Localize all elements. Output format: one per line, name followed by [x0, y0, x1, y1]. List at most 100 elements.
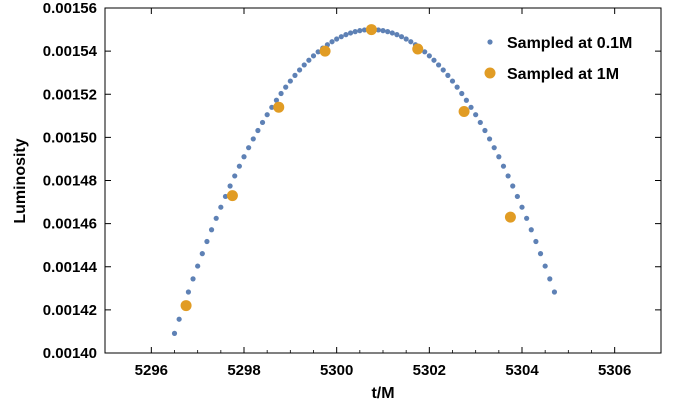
- legend-label-sampled-0.1m: Sampled at 0.1M: [507, 35, 632, 52]
- y-tick-label: 0.00154: [43, 43, 98, 60]
- x-tick-label: 5304: [505, 362, 539, 379]
- point-sampled-0.1m: [477, 119, 483, 126]
- point-sampled-0.1m: [524, 215, 530, 221]
- point-sampled-0.1m: [463, 97, 469, 103]
- point-sampled-1m: [458, 106, 470, 117]
- point-sampled-0.1m: [176, 316, 182, 322]
- point-sampled-0.1m: [408, 39, 414, 45]
- point-sampled-0.1m: [389, 30, 395, 36]
- point-sampled-1m: [365, 24, 377, 36]
- point-sampled-0.1m: [361, 27, 368, 33]
- x-tick-label: 5306: [598, 362, 631, 379]
- point-sampled-0.1m: [347, 30, 354, 36]
- y-tick-label: 0.00142: [43, 302, 97, 319]
- point-sampled-0.1m: [454, 84, 460, 90]
- point-sampled-0.1m: [232, 173, 238, 179]
- point-sampled-0.1m: [171, 330, 178, 336]
- point-sampled-0.1m: [385, 29, 391, 35]
- y-tick-label: 0.00152: [43, 86, 97, 103]
- legend: Sampled at 0.1M Sampled at 1M: [484, 35, 632, 83]
- point-sampled-1m: [504, 211, 516, 223]
- point-sampled-0.1m: [510, 183, 516, 189]
- point-sampled-0.1m: [278, 90, 284, 97]
- point-sampled-0.1m: [204, 238, 210, 245]
- point-sampled-1m: [412, 43, 424, 55]
- point-sampled-0.1m: [315, 49, 321, 55]
- point-sampled-0.1m: [250, 136, 256, 142]
- x-tick-label: 5300: [320, 362, 353, 379]
- point-sampled-1m: [226, 190, 238, 202]
- point-sampled-0.1m: [269, 104, 275, 110]
- point-sampled-0.1m: [190, 276, 196, 282]
- point-sampled-0.1m: [264, 112, 270, 118]
- point-sampled-0.1m: [403, 36, 409, 42]
- point-sampled-0.1m: [241, 154, 247, 160]
- point-sampled-0.1m: [449, 78, 456, 84]
- point-sampled-0.1m: [394, 32, 400, 38]
- point-sampled-0.1m: [482, 127, 488, 134]
- point-sampled-1m: [180, 300, 192, 312]
- series-sampled-0.1m: [171, 27, 558, 336]
- y-tick-label: 0.00148: [43, 173, 97, 190]
- point-sampled-0.1m: [551, 289, 558, 295]
- point-sampled-0.1m: [519, 204, 525, 210]
- point-sampled-0.1m: [222, 193, 229, 200]
- legend-marker-sampled-1m: [484, 67, 496, 79]
- point-sampled-0.1m: [352, 29, 358, 35]
- point-sampled-0.1m: [533, 238, 539, 245]
- point-sampled-0.1m: [208, 227, 215, 233]
- point-sampled-0.1m: [301, 62, 307, 68]
- point-sampled-0.1m: [227, 183, 233, 189]
- point-sampled-0.1m: [537, 251, 544, 257]
- point-sampled-0.1m: [380, 28, 386, 34]
- point-sampled-0.1m: [436, 62, 442, 68]
- point-sampled-0.1m: [334, 36, 340, 42]
- point-sampled-0.1m: [195, 263, 201, 269]
- point-sampled-0.1m: [500, 163, 507, 169]
- point-sampled-0.1m: [199, 251, 205, 257]
- x-tick-label: 5296: [135, 362, 168, 379]
- point-sampled-0.1m: [306, 57, 312, 63]
- point-sampled-0.1m: [486, 136, 493, 142]
- series-sampled-1m: [180, 24, 516, 312]
- point-sampled-0.1m: [357, 28, 363, 34]
- point-sampled-0.1m: [542, 263, 548, 269]
- point-sampled-0.1m: [398, 34, 405, 40]
- point-sampled-0.1m: [426, 53, 432, 59]
- point-sampled-0.1m: [236, 163, 242, 169]
- point-sampled-0.1m: [440, 67, 446, 73]
- point-sampled-0.1m: [246, 145, 252, 151]
- point-sampled-0.1m: [297, 67, 303, 73]
- x-axis-label: t/M: [371, 385, 394, 402]
- y-axis-ticks: 0.00140 0.00142 0.00144 0.00146 0.00148 0.001…: [43, 0, 661, 362]
- y-axis-label: Luminosity: [12, 138, 29, 223]
- point-sampled-0.1m: [292, 72, 298, 78]
- point-sampled-0.1m: [431, 57, 437, 63]
- point-sampled-1m: [319, 45, 331, 57]
- point-sampled-0.1m: [259, 119, 266, 126]
- point-sampled-0.1m: [213, 215, 219, 221]
- point-sampled-0.1m: [185, 289, 191, 295]
- y-tick-label: 0.00156: [43, 0, 97, 17]
- point-sampled-0.1m: [422, 49, 428, 55]
- y-tick-label: 0.00150: [43, 129, 97, 146]
- point-sampled-0.1m: [445, 72, 451, 78]
- point-sampled-0.1m: [255, 127, 261, 134]
- point-sampled-0.1m: [343, 32, 349, 38]
- point-sampled-0.1m: [310, 53, 317, 59]
- x-tick-label: 5302: [413, 362, 446, 379]
- point-sampled-0.1m: [468, 104, 474, 110]
- x-tick-label: 5298: [227, 362, 260, 379]
- y-tick-label: 0.00140: [43, 345, 97, 362]
- point-sampled-0.1m: [528, 227, 534, 233]
- point-sampled-0.1m: [218, 204, 224, 210]
- point-sampled-0.1m: [514, 193, 520, 200]
- legend-marker-sampled-0.1m: [487, 39, 493, 45]
- point-sampled-1m: [273, 101, 285, 113]
- x-axis-ticks: 5296 5298 5300 5302 5304 5306: [135, 8, 631, 379]
- legend-label-sampled-1m: Sampled at 1M: [507, 66, 619, 83]
- point-sampled-0.1m: [283, 84, 289, 90]
- point-sampled-0.1m: [473, 112, 479, 118]
- point-sampled-0.1m: [338, 34, 344, 40]
